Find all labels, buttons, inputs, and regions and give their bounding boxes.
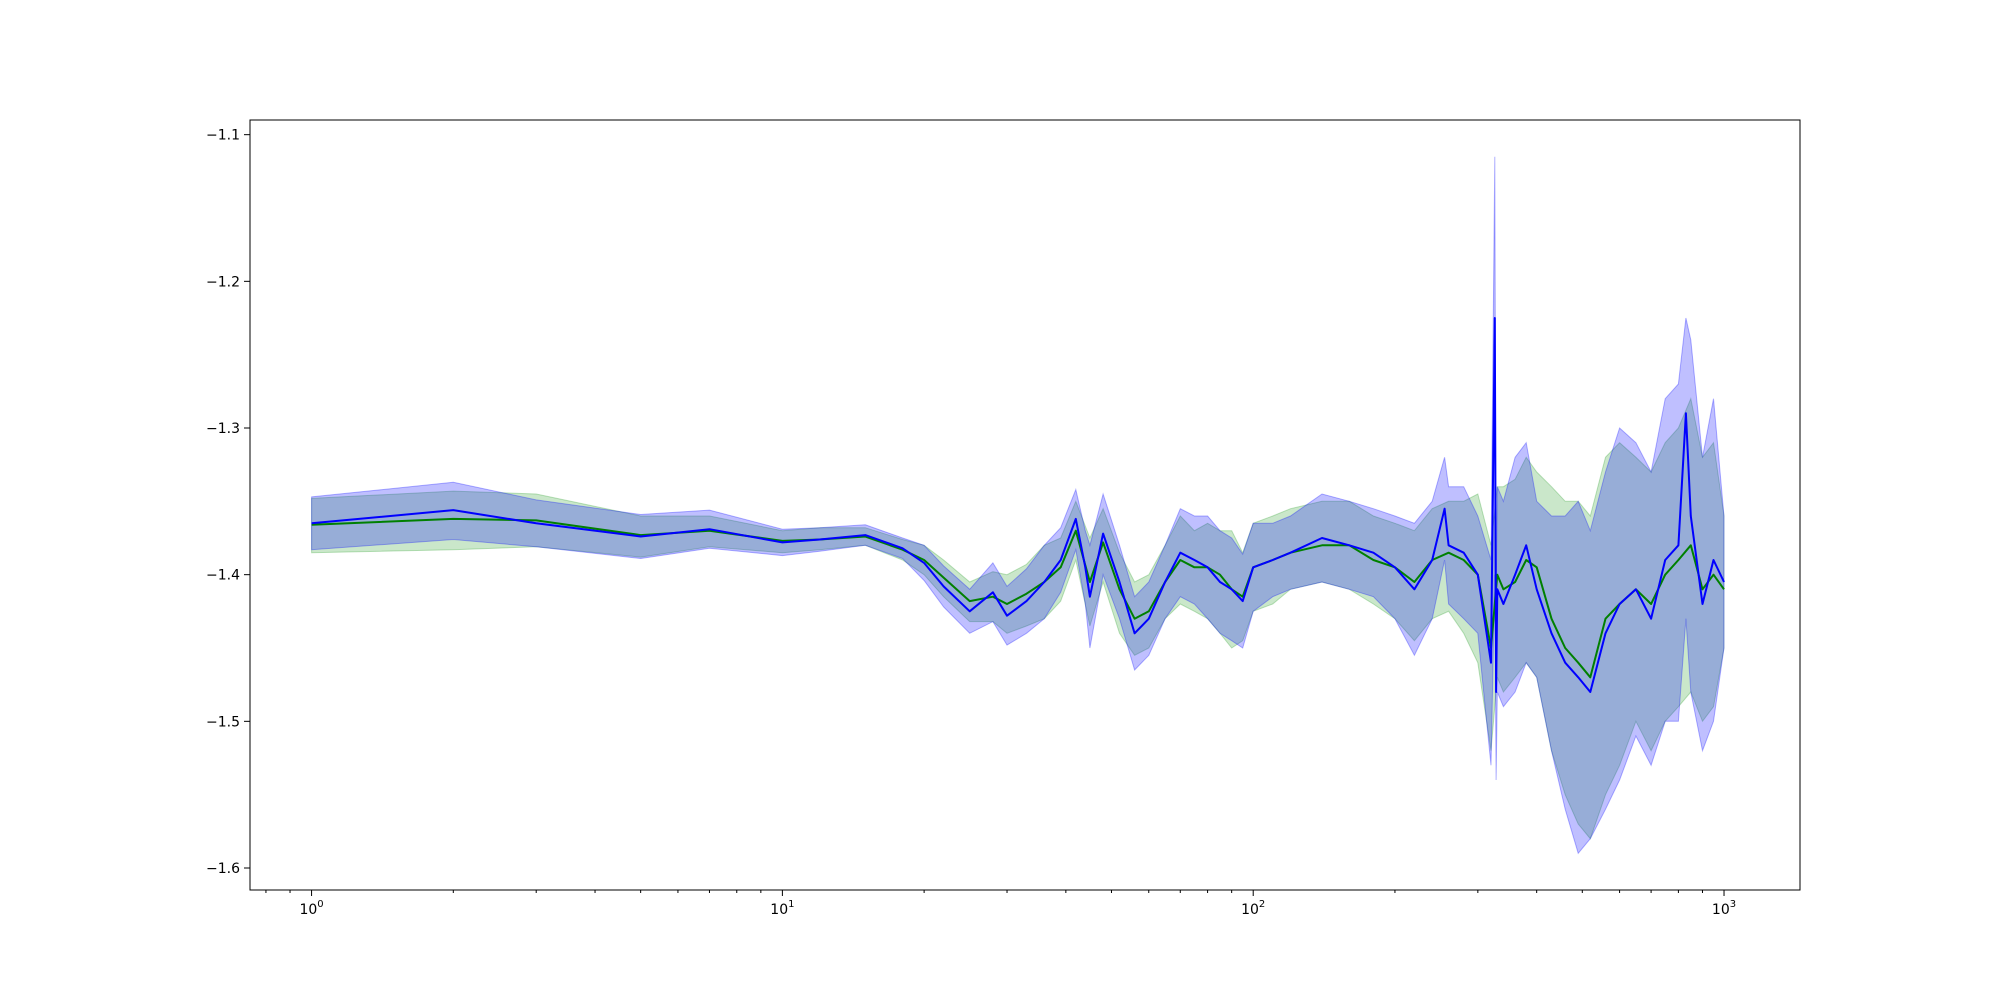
band-series-0 — [311, 397, 1725, 840]
x-tick-label-0: 100 — [299, 899, 323, 918]
y-tick-label-2: −1.3 — [206, 421, 240, 437]
y-tick-label-4: −1.5 — [206, 714, 240, 730]
y-tick-label-1: −1.2 — [206, 274, 240, 290]
y-tick-label-0: −1.1 — [206, 128, 240, 144]
y-tick-label-3: −1.4 — [206, 568, 240, 584]
series-lines — [311, 317, 1725, 693]
confidence-bands — [311, 156, 1725, 855]
y-axis: −1.1 −1.2 −1.3 −1.4 −1.5 −1.6 — [206, 128, 250, 877]
x-tick-label-2: 102 — [1241, 899, 1265, 918]
plot-frame — [249, 119, 1801, 891]
band-series-1 — [311, 156, 1725, 855]
y-tick-label-5: −1.6 — [206, 861, 240, 877]
line-series-1 — [311, 317, 1725, 693]
x-tick-label-3: 103 — [1712, 899, 1736, 918]
x-tick-label-1: 101 — [770, 899, 794, 918]
x-axis: 100 101 102 103 — [265, 890, 1736, 918]
